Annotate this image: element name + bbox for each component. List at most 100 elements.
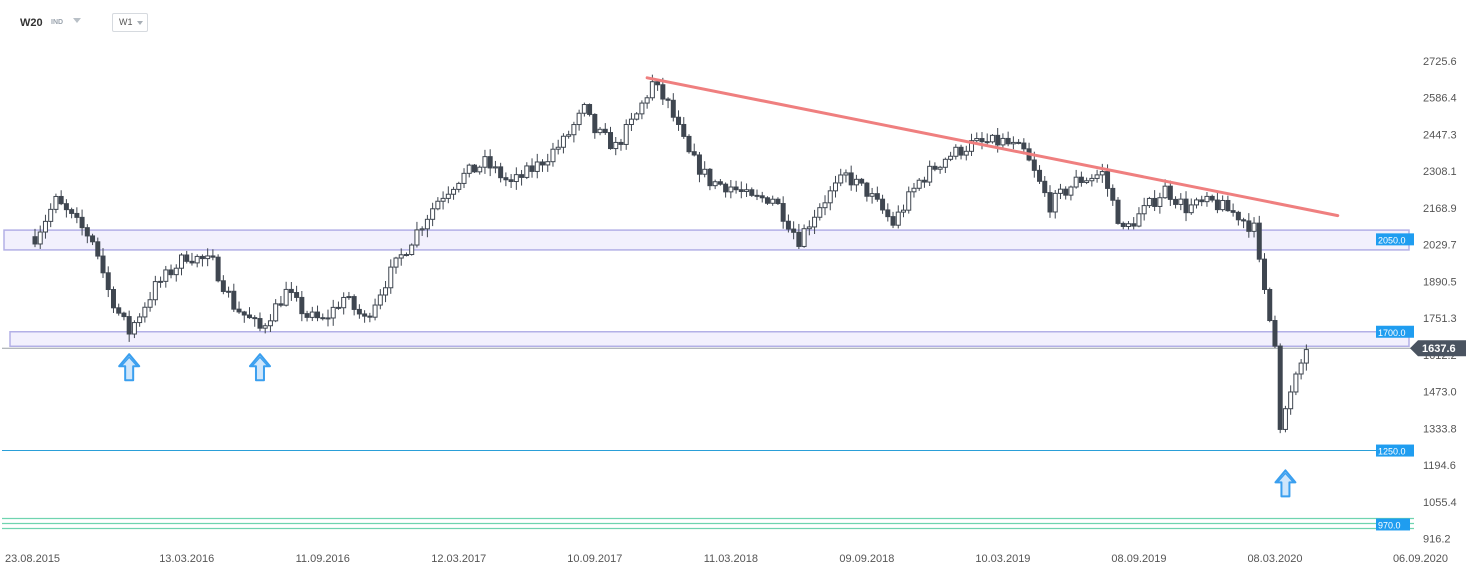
candle-body	[948, 155, 954, 160]
candle-body	[702, 168, 708, 175]
candle-body	[341, 296, 347, 309]
candle-body	[1084, 180, 1090, 184]
candle-body	[1256, 222, 1262, 260]
candle-body	[116, 307, 122, 314]
candle-body	[749, 189, 755, 196]
candle-body	[163, 269, 169, 282]
candle-body	[1000, 137, 1006, 146]
candle-body	[597, 128, 603, 134]
candle-body	[1078, 176, 1084, 184]
level-price-tag-label: 1700.0	[1378, 328, 1406, 338]
y-tick-label: 2447.3	[1423, 129, 1457, 141]
current-price-label: 1637.6	[1422, 343, 1456, 355]
candle-body	[247, 314, 253, 319]
candle-body	[1162, 185, 1168, 199]
candle-body	[1193, 199, 1199, 206]
symbol-label[interactable]: W20	[20, 17, 43, 29]
candle-body	[189, 260, 195, 264]
candle-body	[278, 303, 284, 306]
candle-body	[398, 254, 404, 259]
candle-body	[806, 226, 812, 230]
candle-body	[895, 211, 901, 226]
candle-body	[901, 209, 907, 213]
candle-body	[294, 292, 300, 298]
candle-body	[419, 228, 425, 231]
candle-body	[649, 81, 655, 99]
candle-body	[430, 208, 436, 220]
candle-body	[880, 198, 886, 211]
trendline[interactable]	[645, 76, 1340, 218]
candle-body	[461, 172, 467, 184]
candle-body	[110, 289, 116, 309]
candle-body	[1031, 159, 1037, 171]
candle-body	[215, 256, 221, 282]
candle-body	[676, 116, 682, 125]
candle-body	[696, 154, 702, 175]
candle-body	[984, 141, 990, 144]
candle-body	[466, 164, 472, 174]
candle-body	[1178, 198, 1184, 205]
candle-body	[869, 193, 875, 197]
candle-body	[194, 255, 200, 264]
candle-body	[529, 165, 535, 172]
candle-body	[848, 172, 854, 186]
candle-body	[1120, 222, 1126, 227]
candle-body	[1131, 223, 1137, 227]
x-tick-label: 13.03.2016	[159, 553, 214, 565]
candle-body	[1214, 199, 1220, 211]
candle-body	[1042, 180, 1048, 194]
candle-body	[1146, 197, 1152, 207]
candle-body	[921, 179, 927, 183]
candle-body	[979, 138, 985, 143]
candle-body	[173, 267, 179, 276]
candle-body	[785, 220, 791, 230]
candle-body	[566, 134, 572, 137]
candle-body	[560, 135, 566, 148]
level-price-tag	[1376, 518, 1410, 531]
candle-body	[890, 216, 896, 226]
candle-body	[471, 164, 477, 173]
candle-body	[121, 312, 127, 318]
candle-body	[744, 189, 750, 193]
candle-body	[859, 178, 865, 184]
candle-body	[1047, 192, 1053, 213]
candle-body	[665, 98, 671, 101]
candle-body	[383, 287, 389, 296]
candle-body	[958, 146, 964, 156]
up-arrow-icon	[118, 353, 141, 382]
candle-body	[628, 118, 634, 126]
candle-body	[1016, 141, 1022, 144]
symbol-dropdown-chevron-icon[interactable]	[73, 18, 81, 23]
candle-body	[691, 151, 697, 156]
x-tick-label: 08.09.2019	[1111, 553, 1166, 565]
candle-body	[1230, 210, 1236, 213]
candle-body	[53, 195, 59, 210]
candle-body	[963, 150, 969, 156]
candle-body	[1293, 373, 1299, 393]
candle-body	[63, 203, 69, 211]
candle-body	[822, 202, 828, 209]
y-tick-label: 2029.7	[1423, 240, 1457, 252]
candle-body	[989, 134, 995, 143]
level-price-tag-label: 970.0	[1378, 520, 1401, 530]
timeframe-selector[interactable]: W1	[112, 13, 148, 32]
candle-body	[1209, 195, 1215, 201]
candle-body	[309, 311, 315, 318]
candle-body	[1188, 204, 1194, 214]
candle-body	[205, 255, 211, 260]
y-tick-label: 916.2	[1423, 534, 1451, 546]
candle-body	[492, 166, 498, 169]
symbol-type-label: IND	[51, 19, 64, 26]
candle-body	[37, 231, 43, 245]
candle-body	[927, 165, 933, 183]
candle-body	[974, 138, 980, 142]
candle-body	[372, 304, 378, 318]
candle-body	[550, 148, 556, 163]
candle-body	[1141, 205, 1147, 215]
candle-body	[1167, 185, 1173, 200]
candle-body	[90, 235, 96, 243]
candle-body	[660, 84, 666, 100]
candle-body	[498, 166, 504, 179]
candle-body	[1246, 220, 1252, 232]
